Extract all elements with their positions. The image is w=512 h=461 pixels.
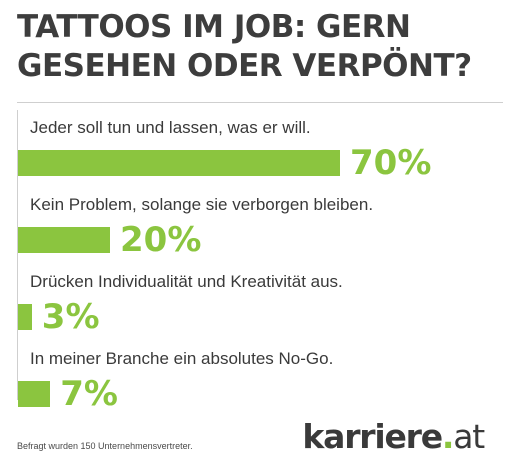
chart-baseline	[17, 110, 18, 400]
value-label: 20%	[120, 220, 202, 260]
bar	[18, 227, 110, 253]
value-label: 70%	[350, 143, 432, 183]
category-label: Drücken Individualität und Kreativität a…	[30, 272, 343, 291]
category-label: In meiner Branche ein absolutes No-Go.	[30, 349, 334, 368]
logo-dot: .	[441, 417, 455, 456]
category-label: Jeder soll tun und lassen, was er will.	[30, 118, 311, 137]
karriere-at-logo: karriere.at	[302, 417, 485, 456]
bar	[18, 381, 51, 407]
logo-name: karriere	[302, 417, 443, 456]
bar	[18, 304, 32, 330]
bar	[18, 150, 340, 176]
category-label: Kein Problem, solange sie verborgen blei…	[30, 195, 374, 214]
value-label: 7%	[60, 374, 118, 414]
logo-tld: at	[453, 417, 485, 456]
title-divider	[17, 102, 503, 103]
footnote: Befragt wurden 150 Unternehmensvertreter…	[17, 441, 193, 451]
value-label: 3%	[41, 297, 100, 337]
chart-title: TATTOOS IM JOB: GERN GESEHEN ODER VERPÖN…	[17, 9, 472, 84]
